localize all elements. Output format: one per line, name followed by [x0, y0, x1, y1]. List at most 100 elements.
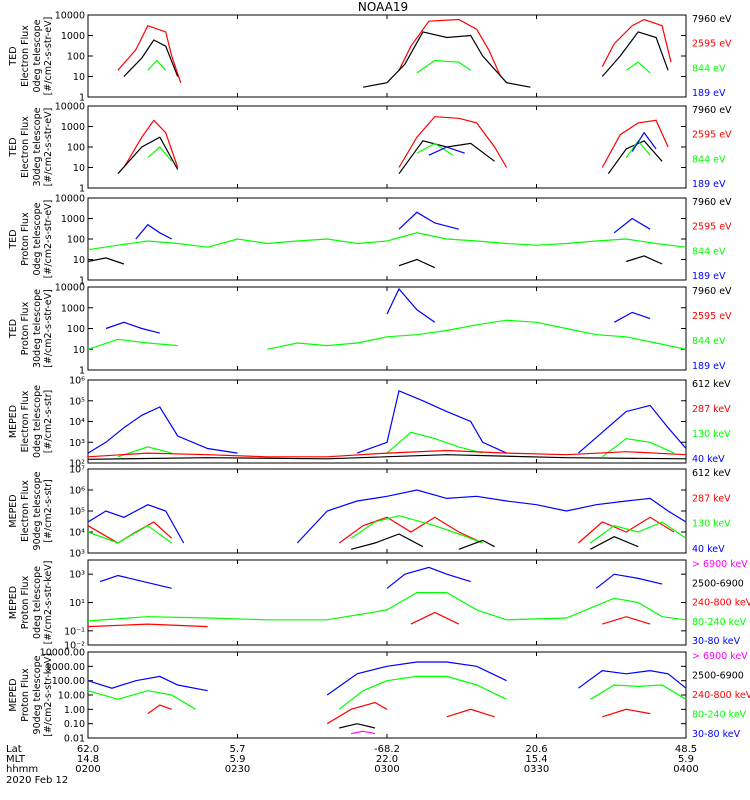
series-line [147, 59, 167, 71]
x-axis-value: 20.6 [525, 744, 547, 755]
legend-entry: 80-240 keV [692, 710, 747, 721]
series-line [350, 515, 483, 544]
y-axis-label: TED Proton Flux 0deg telescope [#/cm2-s-str… [8, 200, 54, 279]
y-axis-label-line: Electron Flux [20, 116, 31, 178]
legend-entry: > 6900 keV [692, 651, 748, 662]
y-tick-label: 100 [67, 143, 85, 154]
legend-entry: 7960 eV [692, 105, 732, 116]
series-line [117, 136, 179, 175]
y-tick-label: 1 [79, 366, 85, 377]
y-tick-label: 1.00 [64, 705, 85, 716]
series-line [338, 516, 483, 544]
y-tick-label: 10000 [55, 194, 85, 205]
y-tick-label: 10³ [69, 549, 85, 560]
chart-panel-6: 10³ 10⁴ 10⁵ 10⁶ 10⁷ MEPED Electron Flux 90deg t… [8, 465, 731, 560]
plot-frame [87, 651, 687, 739]
x-axis-value: 22.0 [376, 754, 398, 765]
y-axis-label-line: Electron Flux [20, 25, 31, 87]
y-tick-label: 100.00 [52, 676, 85, 687]
legend-entry: 189 eV [692, 179, 726, 190]
y-tick-label: 1 [79, 276, 85, 287]
y-tick-label: 10 [73, 72, 85, 83]
legend-entry: 844 eV [692, 63, 726, 74]
series-line [602, 616, 651, 625]
y-axis-label-line: MEPED [8, 494, 19, 527]
plot-frame [87, 379, 687, 464]
series-line [601, 119, 669, 168]
y-axis-label: TED Proton Flux 30deg telescope [#/cm2-s-st… [8, 289, 54, 368]
y-axis-label-line: [#/cm2-s-str-eV] [43, 108, 54, 187]
series-line [350, 533, 424, 550]
series-line [625, 139, 651, 159]
y-axis-label: TED Electron Flux 30deg telescope [#/cm2-s-… [8, 107, 54, 186]
y-axis-label-line: [#/cm2-s-str-keV] [43, 561, 54, 645]
series-line [135, 223, 172, 240]
y-axis-label-line: 0deg telescope [32, 566, 43, 639]
series-line [398, 211, 459, 230]
y-tick-label: 1000 [61, 303, 85, 314]
series-line [87, 690, 196, 710]
y-axis-label-line: MEPED [8, 586, 19, 619]
y-tick-label: 10000.00 [40, 648, 85, 659]
plot-frame [87, 105, 687, 189]
series-line [578, 516, 675, 544]
y-tick-label: 10⁻² [64, 641, 85, 652]
series-line [147, 146, 173, 162]
legend-entry: 7960 eV [692, 197, 732, 208]
y-tick-label: 0.01 [64, 734, 85, 745]
y-axis-label-line: [#/cm2-s-str-eV] [43, 200, 54, 279]
plot-frame [87, 468, 687, 554]
y-axis-label: TED Electron Flux 0deg telescope [#/cm2-s-s… [8, 17, 54, 96]
series-line [416, 142, 454, 156]
series-line [601, 18, 672, 67]
y-tick-label: 10² [69, 459, 85, 470]
y-tick-label: 1000.00 [46, 662, 85, 673]
x-axis-row-label: MLT [6, 754, 26, 765]
legend-entry: 189 eV [692, 271, 726, 282]
y-tick-label: 10000 [55, 11, 85, 22]
y-tick-label: 10⁶ [69, 486, 85, 497]
y-axis-label-line: 90deg telescope [32, 655, 43, 734]
series-line [123, 119, 179, 168]
y-tick-label: 10¹ [69, 598, 85, 609]
series-line [602, 708, 651, 718]
y-axis-label: MEPED Proton Flux 0deg telescope [#/cm2-s-s… [8, 561, 54, 645]
y-axis-label-line: TED [8, 46, 19, 66]
series-line [458, 539, 495, 550]
legend-entry: 2595 eV [692, 222, 732, 233]
legend-entry: 612 keV [692, 468, 731, 479]
y-axis-label-line: [#/cm2-s-str] [43, 479, 54, 542]
legend-entry: 287 keV [692, 493, 731, 504]
legend-entry: 7960 eV [692, 14, 732, 25]
legend-entry: 2595 eV [692, 130, 732, 141]
series-line [87, 338, 178, 350]
chart-panel-5: 10² 10³ 10⁴ 10⁵ 10⁶ MEPED Electron Flux 0deg te… [8, 376, 731, 470]
series-line [578, 669, 687, 689]
y-tick-label: 100 [67, 52, 85, 63]
y-tick-label: 10 [73, 255, 85, 266]
legend-entry: 287 keV [692, 404, 731, 415]
y-axis-label-line: 30deg telescope [32, 107, 43, 186]
plot-frame [87, 286, 687, 371]
legend-entry: 844 eV [692, 154, 726, 165]
series-line [398, 116, 508, 168]
series-line [416, 59, 472, 74]
y-tick-label: 10⁷ [69, 465, 85, 476]
figure-title: NOAA19 [358, 0, 408, 14]
series-line [87, 623, 208, 628]
y-axis-label-line: Electron Flux [20, 480, 31, 542]
series-line [590, 536, 639, 550]
x-axis-value: 0330 [524, 764, 549, 775]
series-line [386, 566, 471, 589]
series-line [356, 389, 507, 454]
series-line [147, 704, 172, 715]
series-line [578, 404, 687, 454]
series-line [117, 24, 182, 83]
y-axis-label: MEPED Proton Flux 90deg telescope [#/cm2-s-… [8, 653, 54, 737]
series-line [99, 574, 172, 589]
series-line [339, 723, 376, 729]
